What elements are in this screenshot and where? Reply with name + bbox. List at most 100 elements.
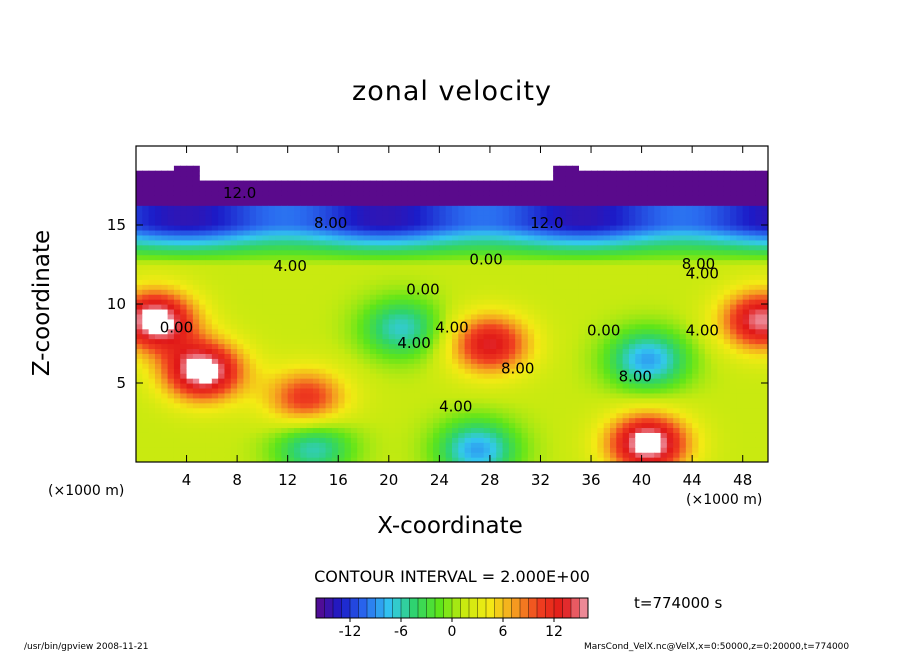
- field-cell: [660, 289, 668, 295]
- field-cell: [660, 185, 668, 192]
- field-cell: [344, 353, 352, 359]
- field-cell: [211, 225, 219, 231]
- field-cell: [426, 200, 434, 206]
- field-cell: [470, 328, 478, 335]
- field-cell: [654, 264, 662, 271]
- field-cell: [603, 452, 611, 458]
- field-cell: [325, 180, 333, 187]
- field-cell: [414, 358, 421, 364]
- field-cell: [483, 412, 491, 419]
- field-cell: [300, 387, 308, 394]
- field-cell: [205, 452, 213, 458]
- field-cell: [597, 328, 605, 335]
- field-cell: [534, 402, 542, 409]
- field-cell: [262, 422, 270, 429]
- field-cell: [489, 328, 497, 335]
- field-cell: [445, 254, 453, 261]
- field-cell: [287, 432, 295, 438]
- field-cell: [603, 338, 611, 345]
- field-cell: [521, 259, 529, 266]
- field-cell: [553, 378, 561, 384]
- field-cell: [319, 387, 327, 394]
- field-cell: [546, 220, 554, 226]
- field-cell: [553, 363, 561, 369]
- field-cell: [496, 447, 504, 453]
- field-cell: [426, 422, 434, 429]
- field-cell: [148, 392, 156, 399]
- field-cell: [211, 363, 219, 369]
- field-cell: [186, 447, 194, 453]
- field-cell: [161, 279, 169, 285]
- field-cell: [363, 200, 371, 206]
- field-cell: [641, 264, 649, 271]
- field-cell: [407, 353, 415, 359]
- field-cell: [553, 210, 561, 216]
- field-cell: [218, 220, 226, 226]
- field-cell: [673, 220, 681, 226]
- field-cell: [211, 358, 219, 364]
- field-cell: [205, 427, 213, 433]
- field-cell: [420, 452, 428, 458]
- field-cell: [546, 397, 554, 404]
- field-cell: [142, 244, 150, 251]
- field-cell: [414, 244, 421, 251]
- field-cell: [344, 284, 352, 290]
- field-cell: [401, 229, 409, 236]
- field-cell: [331, 289, 339, 295]
- field-cell: [294, 244, 301, 251]
- field-cell: [268, 180, 276, 187]
- field-cell: [136, 259, 143, 266]
- field-cell: [660, 244, 668, 251]
- field-cell: [287, 457, 295, 462]
- field-cell: [331, 190, 339, 196]
- field-cell: [363, 239, 371, 246]
- field-cell: [136, 244, 143, 251]
- field-cell: [426, 308, 434, 315]
- field-cell: [666, 195, 674, 201]
- field-cell: [256, 427, 263, 433]
- field-cell: [470, 383, 478, 389]
- field-cell: [673, 234, 681, 241]
- field-cell: [218, 442, 226, 448]
- field-cell: [508, 343, 516, 350]
- field-cell: [268, 363, 276, 369]
- field-cell: [331, 249, 339, 256]
- field-cell: [502, 180, 510, 187]
- field-cell: [610, 269, 617, 275]
- field-cell: [515, 323, 523, 330]
- field-cell: [325, 210, 333, 216]
- field-cell: [572, 378, 579, 384]
- field-cell: [331, 294, 339, 300]
- field-cell: [603, 284, 611, 290]
- field-cell: [300, 427, 308, 433]
- field-cell: [173, 373, 181, 379]
- field-cell: [237, 387, 245, 394]
- field-cell: [641, 318, 649, 325]
- field-cell: [306, 215, 314, 221]
- field-cell: [654, 234, 662, 241]
- field-cell: [610, 422, 617, 429]
- field-cell: [275, 225, 282, 231]
- field-cell: [496, 437, 504, 443]
- field-cell: [527, 338, 535, 345]
- field-cell: [679, 412, 687, 419]
- field-cell: [142, 378, 150, 384]
- field-cell: [186, 338, 194, 345]
- field-cell: [565, 269, 573, 275]
- field-cell: [433, 215, 440, 221]
- field-cell: [224, 378, 232, 384]
- field-cell: [622, 264, 630, 271]
- field-cell: [666, 437, 674, 443]
- field-cell: [325, 269, 333, 275]
- field-cell: [445, 294, 453, 300]
- field-cell: [382, 239, 390, 246]
- field-cell: [148, 269, 156, 275]
- field-cell: [635, 254, 643, 261]
- field-cell: [464, 387, 472, 394]
- field-cell: [350, 244, 358, 251]
- field-cell: [559, 383, 567, 389]
- field-cell: [584, 397, 592, 404]
- field-cell: [414, 225, 421, 231]
- field-cell: [540, 304, 548, 310]
- field-cell: [275, 215, 282, 221]
